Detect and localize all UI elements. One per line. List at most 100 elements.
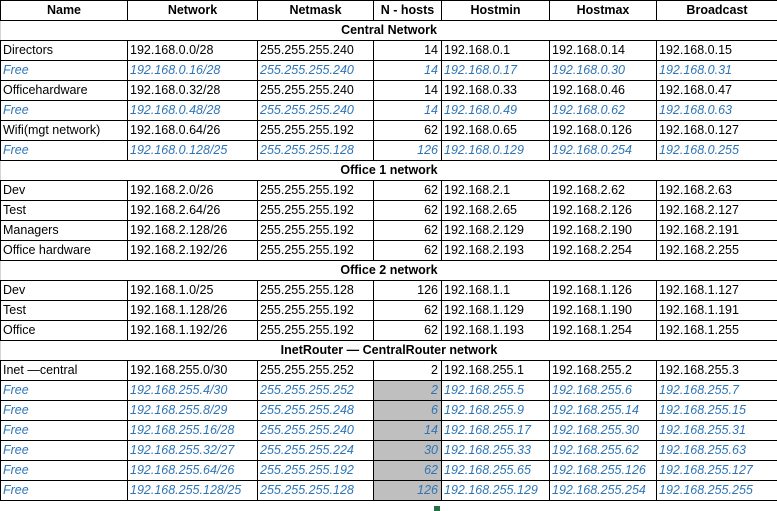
cell-n-hosts[interactable]: 14 [373, 80, 442, 101]
cell-hostmin[interactable]: 192.168.0.17 [441, 60, 550, 81]
cell-n-hosts[interactable]: 62 [373, 240, 442, 261]
cell-network[interactable]: 192.168.255.16/28 [127, 420, 258, 441]
cell-n-hosts[interactable]: 2 [373, 360, 442, 381]
cell-broadcast[interactable]: 192.168.255.31 [656, 420, 777, 441]
cell-n-hosts[interactable]: 14 [373, 40, 442, 61]
cell-name[interactable]: Free [0, 140, 128, 161]
cell-hostmax[interactable]: 192.168.1.190 [549, 300, 657, 321]
cell-n-hosts[interactable]: 62 [373, 200, 442, 221]
cell-hostmax[interactable]: 192.168.1.126 [549, 280, 657, 301]
column-header-broadcast[interactable]: Broadcast [656, 0, 777, 21]
cell-broadcast[interactable]: 192.168.2.127 [656, 200, 777, 221]
cell-hostmin[interactable]: 192.168.2.65 [441, 200, 550, 221]
cell-hostmax[interactable]: 192.168.0.126 [549, 120, 657, 141]
column-header-hostmin[interactable]: Hostmin [441, 0, 550, 21]
cell-network[interactable]: 192.168.0.16/28 [127, 60, 258, 81]
cell-name[interactable]: Free [0, 460, 128, 481]
cell-hostmin[interactable]: 192.168.2.1 [441, 180, 550, 201]
cell-name[interactable]: Free [0, 480, 128, 501]
cell-name[interactable]: Free [0, 100, 128, 121]
cell-netmask[interactable]: 255.255.255.192 [257, 300, 374, 321]
cell-hostmax[interactable]: 192.168.2.254 [549, 240, 657, 261]
cell-name[interactable]: Office [0, 320, 128, 341]
cell-broadcast[interactable]: 192.168.2.255 [656, 240, 777, 261]
column-header-netmask[interactable]: Netmask [257, 0, 374, 21]
cell-n-hosts[interactable]: 14 [373, 100, 442, 121]
cell-name[interactable]: Free [0, 60, 128, 81]
cell-broadcast[interactable]: 192.168.255.15 [656, 400, 777, 421]
cell-hostmin[interactable]: 192.168.0.33 [441, 80, 550, 101]
cell-network[interactable]: 192.168.255.0/30 [127, 360, 258, 381]
cell-name[interactable]: Directors [0, 40, 128, 61]
cell-n-hosts[interactable]: 62 [373, 120, 442, 141]
cell-hostmin[interactable]: 192.168.255.33 [441, 440, 550, 461]
cell-netmask[interactable]: 255.255.255.252 [257, 380, 374, 401]
cell-broadcast[interactable]: 192.168.0.15 [656, 40, 777, 61]
cell-name[interactable]: Free [0, 420, 128, 441]
cell-hostmax[interactable]: 192.168.2.190 [549, 220, 657, 241]
cell-hostmax[interactable]: 192.168.255.126 [549, 460, 657, 481]
cell-name[interactable]: Free [0, 380, 128, 401]
cell-broadcast[interactable]: 192.168.255.127 [656, 460, 777, 481]
cell-network[interactable]: 192.168.255.64/26 [127, 460, 258, 481]
cell-name[interactable]: Test [0, 200, 128, 221]
cell-network[interactable]: 192.168.255.4/30 [127, 380, 258, 401]
cell-name[interactable]: Free [0, 400, 128, 421]
cell-hostmax[interactable]: 192.168.255.62 [549, 440, 657, 461]
cell-hostmin[interactable]: 192.168.255.17 [441, 420, 550, 441]
cell-n-hosts[interactable]: 126 [373, 480, 442, 501]
cell-hostmax[interactable]: 192.168.255.6 [549, 380, 657, 401]
cell-netmask[interactable]: 255.255.255.128 [257, 480, 374, 501]
cell-hostmin[interactable]: 192.168.255.1 [441, 360, 550, 381]
cell-netmask[interactable]: 255.255.255.240 [257, 80, 374, 101]
cell-broadcast[interactable]: 192.168.0.47 [656, 80, 777, 101]
cell-hostmax[interactable]: 192.168.255.30 [549, 420, 657, 441]
cell-n-hosts[interactable]: 62 [373, 460, 442, 481]
cell-network[interactable]: 192.168.0.32/28 [127, 80, 258, 101]
cell-network[interactable]: 192.168.2.128/26 [127, 220, 258, 241]
cell-broadcast[interactable]: 192.168.1.127 [656, 280, 777, 301]
cell-broadcast[interactable]: 192.168.0.31 [656, 60, 777, 81]
cell-hostmax[interactable]: 192.168.1.254 [549, 320, 657, 341]
cell-hostmin[interactable]: 192.168.1.1 [441, 280, 550, 301]
cell-broadcast[interactable]: 192.168.1.255 [656, 320, 777, 341]
cell-netmask[interactable]: 255.255.255.192 [257, 240, 374, 261]
cell-broadcast[interactable]: 192.168.255.63 [656, 440, 777, 461]
cell-hostmin[interactable]: 192.168.0.65 [441, 120, 550, 141]
cell-netmask[interactable]: 255.255.255.128 [257, 280, 374, 301]
cell-hostmax[interactable]: 192.168.2.126 [549, 200, 657, 221]
cell-hostmax[interactable]: 192.168.0.254 [549, 140, 657, 161]
cell-name[interactable]: Dev [0, 180, 128, 201]
cell-broadcast[interactable]: 192.168.1.191 [656, 300, 777, 321]
cell-netmask[interactable]: 255.255.255.192 [257, 200, 374, 221]
cell-name[interactable]: Managers [0, 220, 128, 241]
cell-n-hosts[interactable]: 62 [373, 320, 442, 341]
cell-broadcast[interactable]: 192.168.2.63 [656, 180, 777, 201]
cell-n-hosts[interactable]: 62 [373, 180, 442, 201]
cell-name[interactable]: Free [0, 440, 128, 461]
cell-network[interactable]: 192.168.255.32/27 [127, 440, 258, 461]
cell-network[interactable]: 192.168.0.128/25 [127, 140, 258, 161]
cell-network[interactable]: 192.168.1.128/26 [127, 300, 258, 321]
cell-broadcast[interactable]: 192.168.0.63 [656, 100, 777, 121]
cell-n-hosts[interactable]: 62 [373, 220, 442, 241]
cell-hostmax[interactable]: 192.168.0.46 [549, 80, 657, 101]
cell-hostmin[interactable]: 192.168.0.1 [441, 40, 550, 61]
cell-broadcast[interactable]: 192.168.255.3 [656, 360, 777, 381]
cell-netmask[interactable]: 255.255.255.240 [257, 60, 374, 81]
cell-name[interactable]: Wifi(mgt network) [0, 120, 128, 141]
cell-network[interactable]: 192.168.1.192/26 [127, 320, 258, 341]
column-header-network[interactable]: Network [127, 0, 258, 21]
column-header-n-hosts[interactable]: N - hosts [373, 0, 442, 21]
cell-hostmin[interactable]: 192.168.0.129 [441, 140, 550, 161]
cell-n-hosts[interactable]: 6 [373, 400, 442, 421]
cell-network[interactable]: 192.168.0.0/28 [127, 40, 258, 61]
cell-n-hosts[interactable]: 126 [373, 280, 442, 301]
cell-n-hosts[interactable]: 126 [373, 140, 442, 161]
cell-n-hosts[interactable]: 30 [373, 440, 442, 461]
section-title[interactable]: Central Network [0, 20, 777, 41]
cell-network[interactable]: 192.168.2.0/26 [127, 180, 258, 201]
cell-netmask[interactable]: 255.255.255.192 [257, 220, 374, 241]
section-title[interactable]: Office 2 network [0, 260, 777, 281]
cell-hostmin[interactable]: 192.168.2.193 [441, 240, 550, 261]
